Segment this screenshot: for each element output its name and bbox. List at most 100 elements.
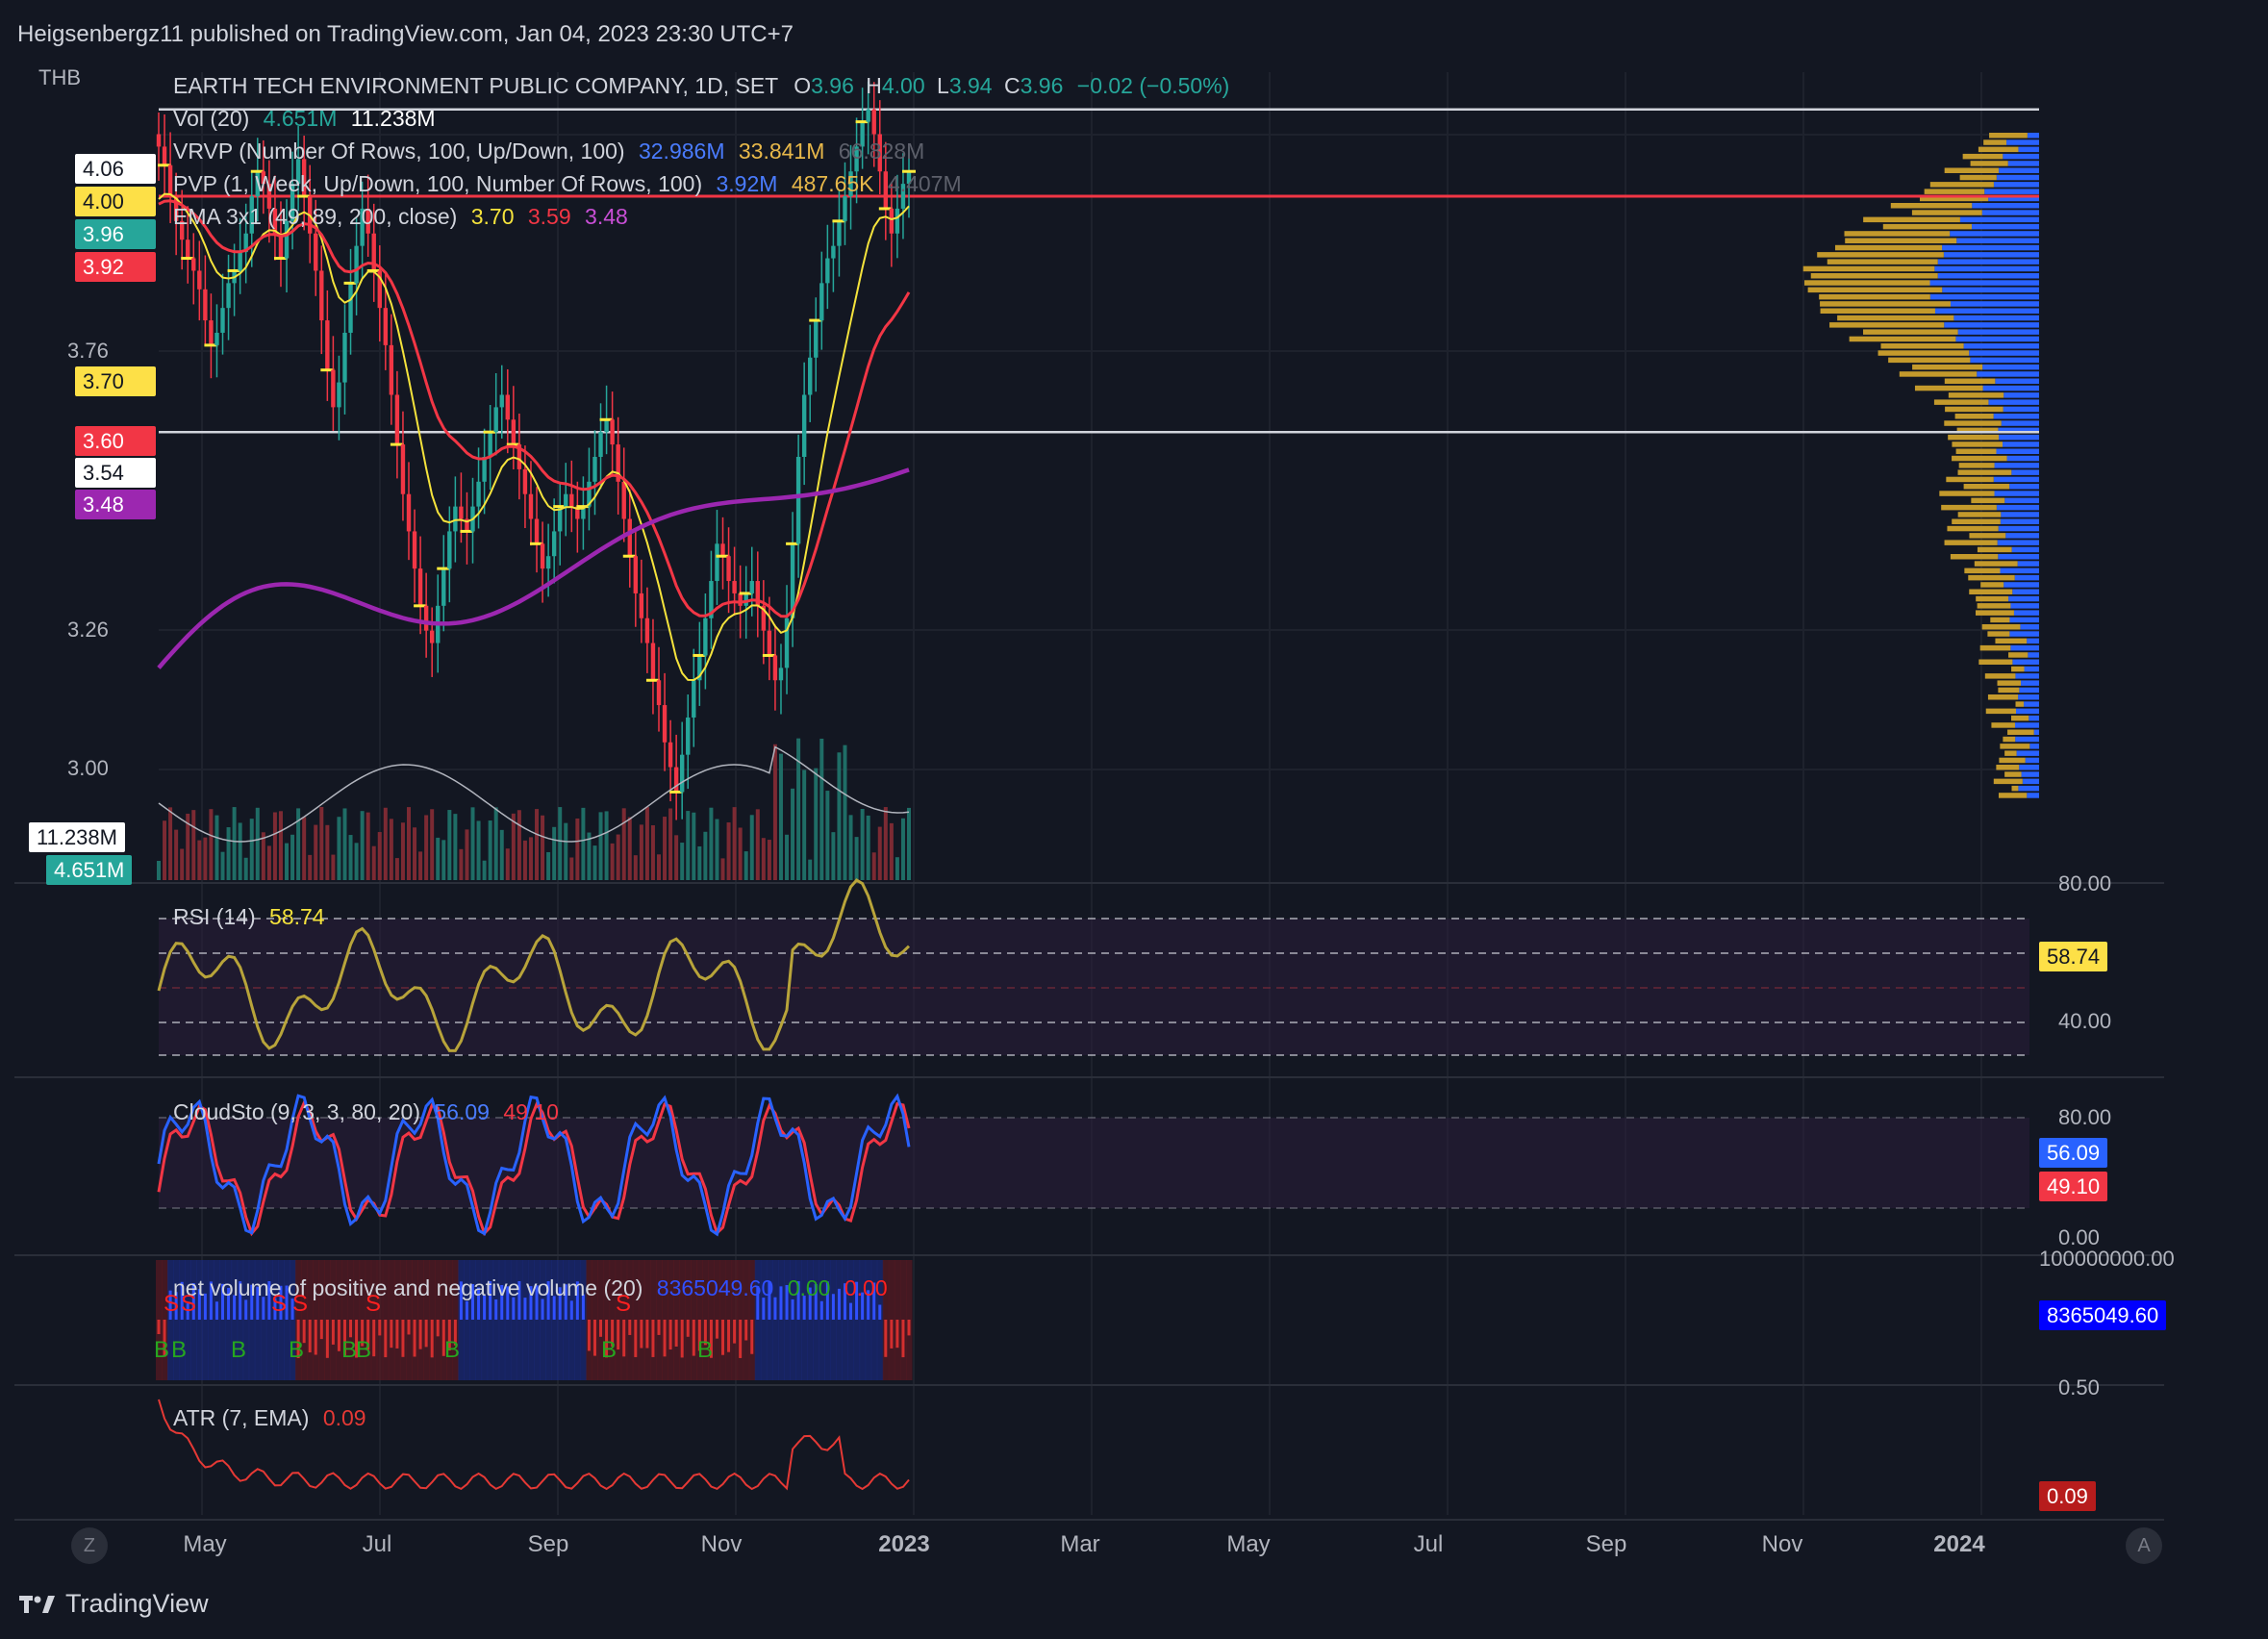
candle-body <box>255 171 260 197</box>
netvol-background <box>777 1260 785 1380</box>
rsi-legend[interactable]: RSI (14) 58.74 <box>173 904 325 930</box>
volume-profile-down-bar <box>2011 785 2019 792</box>
candle-body <box>900 184 906 209</box>
volume-profile-up-bar <box>1997 540 2039 545</box>
volume-bar <box>285 843 290 880</box>
candle-body <box>266 184 272 209</box>
candle-body <box>843 196 847 221</box>
volume-profile-up-bar <box>2015 673 2039 679</box>
volume-profile-down-bar <box>1919 195 1989 202</box>
legend-pvp-row[interactable]: PVP (1, Week, Up/Down, 100, Number Of Ro… <box>173 171 962 197</box>
volume-profile-up-bar <box>1963 343 2039 349</box>
volume-profile-up-bar <box>1999 434 2039 441</box>
candle-body <box>337 382 341 408</box>
netvol-background <box>231 1260 239 1380</box>
atr-legend[interactable]: ATR (7, EMA) 0.09 <box>173 1405 366 1431</box>
volume-profile-down-bar <box>1957 512 2002 517</box>
ema200-value: 3.48 <box>585 204 628 229</box>
netvol-bar <box>569 1300 573 1320</box>
netvol-background <box>179 1260 186 1380</box>
time-axis-label: Nov <box>1761 1531 1803 1557</box>
netvol-background <box>516 1260 523 1380</box>
ema-name: EMA 3x1 (49, 89, 200, close) <box>173 204 458 229</box>
volume-bar <box>476 820 481 880</box>
candle-body <box>377 270 382 309</box>
netvol-background <box>469 1260 477 1380</box>
zoom-button[interactable]: Z <box>71 1527 108 1564</box>
volume-bar <box>541 815 545 880</box>
netvol-bar <box>163 1320 166 1357</box>
netvol-bar <box>535 1285 539 1320</box>
volume-profile-up-bar <box>2014 574 2039 581</box>
volume-profile-down-bar <box>1888 357 1971 364</box>
candle-body <box>371 233 376 271</box>
netvol-legend[interactable]: net volume of positive and negative volu… <box>173 1275 888 1301</box>
netvol-background <box>847 1260 855 1380</box>
candle-body <box>342 332 347 383</box>
volume-bar <box>616 834 620 880</box>
candle-body <box>871 109 876 135</box>
volume-profile-up-bar <box>1970 357 2039 364</box>
volume-profile-down-bar <box>1989 133 2028 139</box>
buy-signal: B <box>231 1337 247 1363</box>
pvp-poc-mark <box>693 653 707 657</box>
volume-profile-down-bar <box>1977 546 2012 553</box>
tradingview-brand[interactable]: TradingView <box>19 1589 209 1619</box>
volume-profile-up-bar <box>1953 315 2039 321</box>
candle-body <box>854 146 859 172</box>
volume-bar <box>715 819 719 880</box>
buy-signal: B <box>444 1337 461 1363</box>
volume-profile-down-bar <box>1952 455 2007 462</box>
pvp-poc-mark <box>599 417 614 421</box>
candle-body <box>837 220 842 246</box>
candle-body <box>743 593 748 606</box>
candle-body <box>197 270 202 290</box>
volume-profile-up-bar <box>1957 329 2039 335</box>
volume-bar <box>907 807 911 880</box>
vrvp-down-value: 33.841M <box>738 139 825 164</box>
vrvp-up-value: 32.986M <box>638 139 725 164</box>
volume-profile-down-bar <box>1952 518 2001 524</box>
candle-body <box>650 643 656 681</box>
volume-bar <box>860 809 865 880</box>
candle-body <box>749 581 754 593</box>
open-value: 3.96 <box>811 73 854 98</box>
volume-bar <box>511 813 516 880</box>
volume-bar <box>261 832 265 880</box>
netvol-background <box>277 1260 285 1380</box>
volume-profile-down-bar <box>1977 603 2011 609</box>
candle-body <box>348 283 353 333</box>
cloudsto-legend[interactable]: CloudSto (9, 3, 3, 80, 20) 56.09 49.10 <box>173 1099 559 1125</box>
time-axis-label: Nov <box>700 1531 743 1557</box>
volume-profile-up-bar <box>2022 778 2039 785</box>
netvol-background <box>551 1260 558 1380</box>
netvol-bar <box>285 1285 289 1320</box>
volume-bar <box>569 857 574 880</box>
volume-profile-down-bar <box>1945 406 2003 413</box>
volume-profile-up-bar <box>1971 223 2039 230</box>
volume-profile-up-bar <box>1995 378 2039 384</box>
legend-ema-row[interactable]: EMA 3x1 (49, 89, 200, close) 3.70 3.59 3… <box>173 204 628 230</box>
volume-profile-down-bar <box>1998 793 2028 798</box>
auto-scale-button[interactable]: A <box>2126 1527 2162 1564</box>
volume-profile-down-bar <box>1802 265 1935 272</box>
candle-body <box>627 518 632 557</box>
buy-signal: B <box>341 1337 358 1363</box>
legend-vrvp-row[interactable]: VRVP (Number Of Rows, 100, Up/Down, 100)… <box>173 139 924 164</box>
volume-profile-down-bar <box>1983 139 2007 145</box>
volume-profile-up-bar <box>1994 491 2039 496</box>
volume-profile-up-bar <box>2009 484 2039 490</box>
volume-profile-down-bar <box>1974 561 2018 567</box>
candle-body <box>214 332 219 345</box>
volume-profile-up-bar <box>1934 265 2039 272</box>
volume-bar <box>726 822 731 880</box>
legend-volume-row[interactable]: Vol (20) 4.651M 11.238M <box>173 106 436 132</box>
candle-body <box>488 432 492 457</box>
atr-value: 0.09 <box>322 1405 366 1430</box>
volume-profile-up-bar <box>2000 518 2039 524</box>
netvol-background <box>271 1260 279 1380</box>
netvol-background <box>830 1260 837 1380</box>
volume-bar <box>883 807 888 880</box>
netvol-bar <box>180 1281 184 1320</box>
